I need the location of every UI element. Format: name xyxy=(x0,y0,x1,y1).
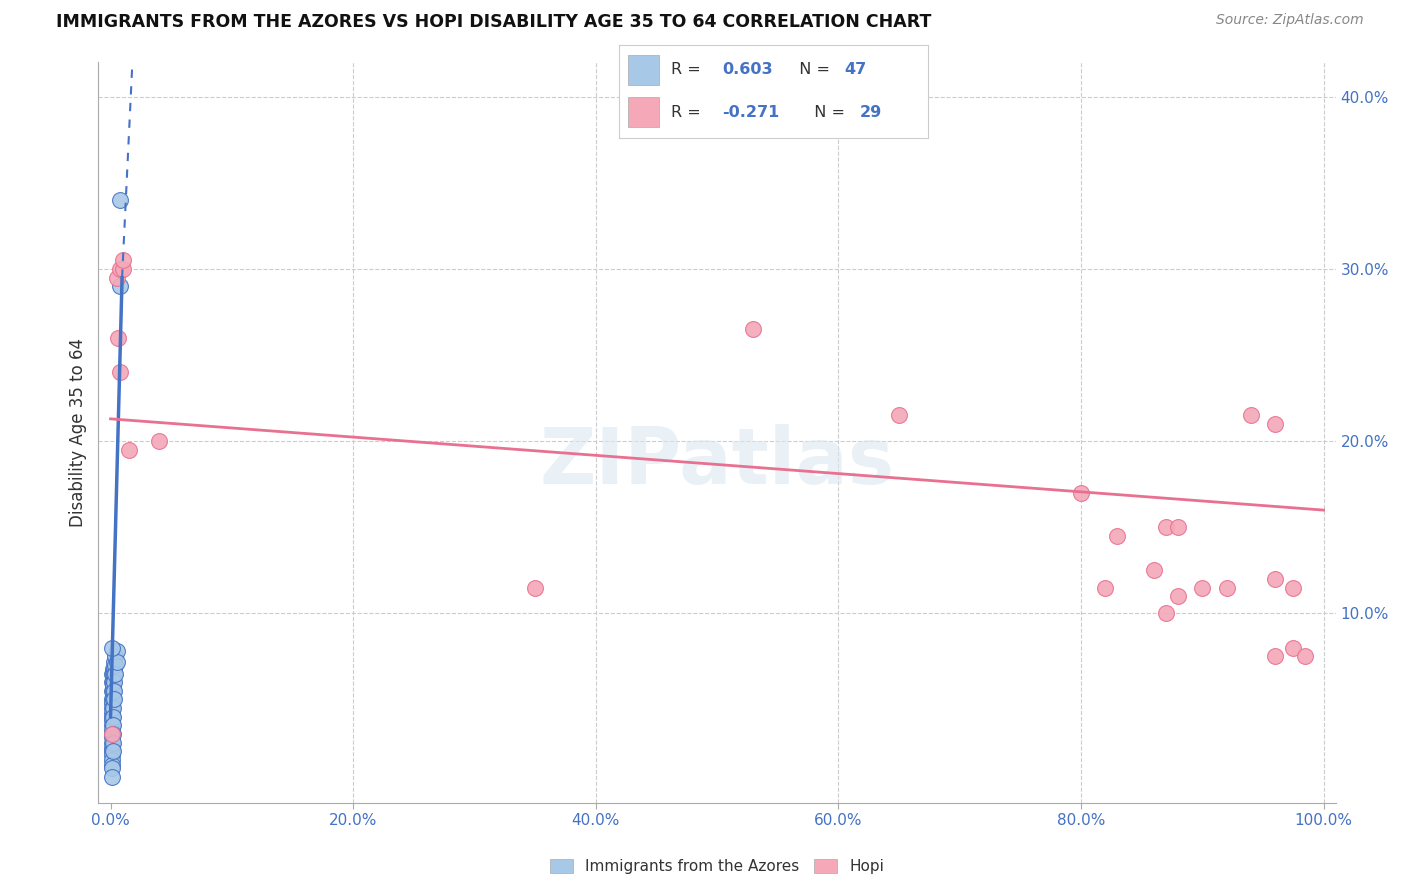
Point xyxy=(887,409,910,423)
Point xyxy=(101,684,124,698)
Point xyxy=(1282,640,1305,655)
Point xyxy=(100,709,122,723)
Text: R =: R = xyxy=(671,104,706,120)
Text: R =: R = xyxy=(671,62,706,78)
Point xyxy=(100,640,122,655)
Point xyxy=(101,692,124,706)
Point xyxy=(111,262,134,277)
Point xyxy=(100,713,122,727)
Point xyxy=(100,701,122,715)
Point xyxy=(101,679,124,693)
Point xyxy=(100,744,122,758)
Point xyxy=(111,253,134,268)
Text: Source: ZipAtlas.com: Source: ZipAtlas.com xyxy=(1216,13,1364,28)
Point xyxy=(110,279,132,293)
FancyBboxPatch shape xyxy=(628,55,659,85)
Point xyxy=(101,727,124,741)
Point xyxy=(1167,589,1189,603)
Point xyxy=(100,718,122,732)
Point xyxy=(524,581,547,595)
Point xyxy=(104,658,127,673)
Point xyxy=(1264,649,1286,664)
Point xyxy=(100,727,122,741)
Text: 47: 47 xyxy=(845,62,866,78)
Point xyxy=(103,666,125,681)
Point xyxy=(1294,649,1316,664)
Point xyxy=(101,718,124,732)
Point xyxy=(100,675,122,690)
Point xyxy=(118,442,141,457)
Point xyxy=(101,709,124,723)
Point xyxy=(1264,572,1286,586)
Point xyxy=(107,331,129,345)
Point xyxy=(100,758,122,772)
Point xyxy=(1167,520,1189,534)
Y-axis label: Disability Age 35 to 64: Disability Age 35 to 64 xyxy=(69,338,87,527)
Point xyxy=(105,655,128,669)
Point xyxy=(100,727,122,741)
Text: -0.271: -0.271 xyxy=(723,104,779,120)
Point xyxy=(104,649,127,664)
Point xyxy=(101,744,124,758)
Point xyxy=(103,692,125,706)
Point xyxy=(100,740,122,755)
Text: 0.603: 0.603 xyxy=(723,62,773,78)
Point xyxy=(1240,409,1263,423)
Point xyxy=(103,684,125,698)
Point xyxy=(100,731,122,745)
Point xyxy=(100,696,122,710)
Point xyxy=(1094,581,1116,595)
Point xyxy=(1191,581,1213,595)
Point xyxy=(100,753,122,767)
Point xyxy=(100,735,122,749)
Point xyxy=(105,644,128,658)
Text: N =: N = xyxy=(804,104,851,120)
Point xyxy=(105,270,128,285)
Point xyxy=(148,434,170,449)
Point xyxy=(103,675,125,690)
Point xyxy=(1264,417,1286,431)
Point xyxy=(100,706,122,721)
Point xyxy=(100,770,122,784)
Point xyxy=(101,701,124,715)
FancyBboxPatch shape xyxy=(628,97,659,127)
Point xyxy=(100,761,122,775)
Point xyxy=(1282,581,1305,595)
Point xyxy=(742,322,765,336)
Text: N =: N = xyxy=(789,62,835,78)
Point xyxy=(1107,529,1129,543)
Point xyxy=(1154,607,1177,621)
Point xyxy=(1215,581,1237,595)
Point xyxy=(101,666,124,681)
Point xyxy=(100,747,122,762)
Point xyxy=(1143,563,1166,577)
Point xyxy=(100,666,122,681)
Point xyxy=(110,193,132,207)
Point xyxy=(110,365,132,379)
Point xyxy=(101,661,124,675)
Text: 29: 29 xyxy=(860,104,882,120)
Point xyxy=(110,262,132,277)
Point xyxy=(104,666,127,681)
Point xyxy=(100,723,122,738)
Point xyxy=(103,661,125,675)
Point xyxy=(103,655,125,669)
Point xyxy=(100,692,122,706)
Point xyxy=(1154,520,1177,534)
Point xyxy=(100,684,122,698)
Legend: Immigrants from the Azores, Hopi: Immigrants from the Azores, Hopi xyxy=(544,853,890,880)
Text: ZIPatlas: ZIPatlas xyxy=(540,425,894,500)
Point xyxy=(101,735,124,749)
Point xyxy=(101,675,124,690)
Point xyxy=(1070,486,1092,500)
Text: IMMIGRANTS FROM THE AZORES VS HOPI DISABILITY AGE 35 TO 64 CORRELATION CHART: IMMIGRANTS FROM THE AZORES VS HOPI DISAB… xyxy=(56,13,932,31)
